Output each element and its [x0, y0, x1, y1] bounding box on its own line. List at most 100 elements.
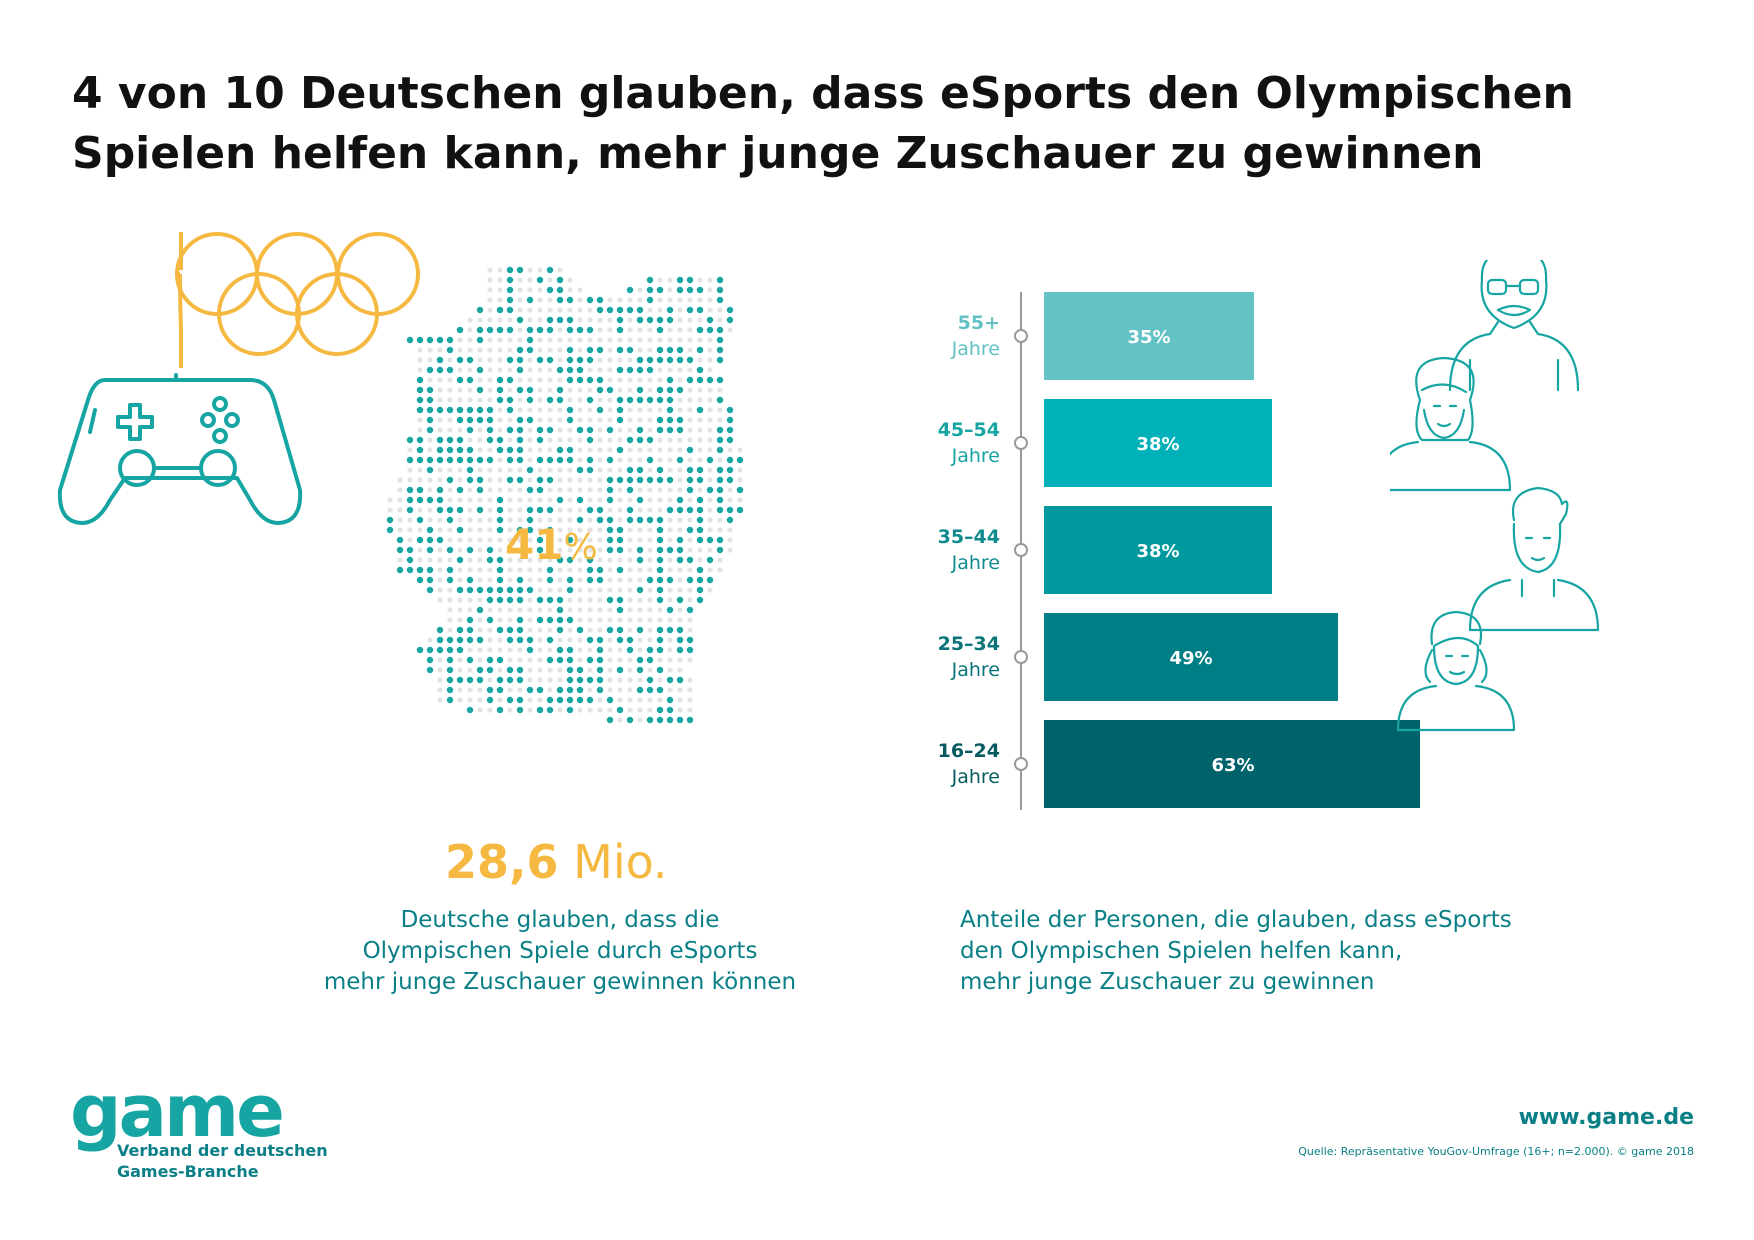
- map-dot-empty: [477, 347, 483, 353]
- map-dot-filled: [606, 696, 614, 704]
- map-dot-empty: [467, 397, 473, 403]
- map-dot-empty: [507, 527, 513, 533]
- map-dot-empty: [467, 497, 473, 503]
- map-dot-filled: [676, 386, 684, 394]
- map-dot-empty: [517, 657, 523, 663]
- map-dot-filled: [526, 516, 534, 524]
- map-dot-filled: [456, 506, 464, 514]
- map-dot-empty: [517, 517, 523, 523]
- website-link[interactable]: www.game.de: [1518, 1105, 1694, 1130]
- map-dot-empty: [607, 607, 613, 613]
- map-dot-empty: [637, 377, 643, 383]
- map-dot-empty: [707, 387, 713, 393]
- map-dot-empty: [617, 467, 623, 473]
- map-dot-empty: [477, 467, 483, 473]
- map-dot-empty: [677, 577, 683, 583]
- map-dot-empty: [487, 527, 493, 533]
- map-dot-empty: [587, 707, 593, 713]
- map-dot-empty: [487, 367, 493, 373]
- map-dot-filled: [516, 446, 524, 454]
- map-dot-empty: [677, 307, 683, 313]
- map-dot-empty: [467, 647, 473, 653]
- map-dot-filled: [426, 546, 434, 554]
- map-dot-empty: [557, 417, 563, 423]
- map-dot-empty: [707, 357, 713, 363]
- map-dot-empty: [527, 537, 533, 543]
- map-dot-empty: [407, 467, 413, 473]
- map-dot-filled: [396, 546, 404, 554]
- map-dot-filled: [656, 536, 664, 544]
- map-dot-filled: [426, 466, 434, 474]
- map-dot-empty: [497, 617, 503, 623]
- map-dot-empty: [567, 507, 573, 513]
- map-dot-empty: [477, 497, 483, 503]
- map-dot-filled: [656, 356, 664, 364]
- map-dot-filled: [726, 516, 734, 524]
- map-dot-empty: [617, 557, 623, 563]
- chart-bar: [1044, 506, 1272, 594]
- map-dot-empty: [457, 537, 463, 543]
- map-dot-filled: [656, 426, 664, 434]
- map-dot-empty: [507, 617, 513, 623]
- map-dot-empty: [537, 557, 543, 563]
- logo-subtitle-line-2: Games-Branche: [117, 1162, 259, 1181]
- map-dot-empty: [627, 607, 633, 613]
- map-dot-empty: [437, 427, 443, 433]
- map-dot-empty: [637, 487, 643, 493]
- map-dot-filled: [516, 356, 524, 364]
- map-dot-filled: [526, 336, 534, 344]
- map-dot-empty: [437, 697, 443, 703]
- map-dot-filled: [416, 566, 424, 574]
- map-dot-empty: [587, 487, 593, 493]
- map-dot-filled: [446, 696, 454, 704]
- map-dot-filled: [496, 676, 504, 684]
- map-dot-empty: [577, 527, 583, 533]
- map-dot-filled: [466, 426, 474, 434]
- map-dot-filled: [436, 356, 444, 364]
- map-dot-filled: [586, 456, 594, 464]
- map-dot-empty: [637, 337, 643, 343]
- map-dot-empty: [527, 477, 533, 483]
- map-dot-empty: [697, 387, 703, 393]
- map-dot-filled: [556, 696, 564, 704]
- map-dot-filled: [696, 496, 704, 504]
- map-dot-empty: [397, 477, 403, 483]
- map-dot-filled: [406, 506, 414, 514]
- map-dot-empty: [677, 377, 683, 383]
- map-dot-empty: [507, 557, 513, 563]
- map-dot-empty: [517, 397, 523, 403]
- map-dot-empty: [537, 637, 543, 643]
- map-dot-filled: [606, 306, 614, 314]
- map-dot-filled: [476, 506, 484, 514]
- map-dot-empty: [467, 367, 473, 373]
- map-dot-empty: [567, 597, 573, 603]
- map-dot-empty: [657, 697, 663, 703]
- map-dot-empty: [617, 507, 623, 513]
- map-dot-filled: [696, 466, 704, 474]
- map-dot-empty: [397, 527, 403, 533]
- map-dot-filled: [646, 316, 654, 324]
- map-dot-filled: [536, 686, 544, 694]
- map-dot-empty: [727, 547, 733, 553]
- map-dot-filled: [626, 366, 634, 374]
- map-dot-empty: [537, 387, 543, 393]
- map-dot-empty: [617, 487, 623, 493]
- gamepad-icon: [57, 373, 303, 525]
- map-dot-filled: [666, 396, 674, 404]
- map-dot-filled: [486, 416, 494, 424]
- map-dot-filled: [496, 326, 504, 334]
- map-dot-empty: [397, 507, 403, 513]
- map-dot-empty: [447, 487, 453, 493]
- map-dot-empty: [427, 347, 433, 353]
- map-dot-filled: [496, 706, 504, 714]
- map-dot-empty: [477, 437, 483, 443]
- map-dot-filled: [596, 576, 604, 584]
- map-dot-filled: [516, 366, 524, 374]
- map-dot-filled: [536, 596, 544, 604]
- map-dot-empty: [587, 607, 593, 613]
- map-dot-filled: [536, 456, 544, 464]
- map-dot-empty: [707, 407, 713, 413]
- map-dot-empty: [557, 537, 563, 543]
- map-dot-empty: [627, 457, 633, 463]
- map-dot-empty: [547, 487, 553, 493]
